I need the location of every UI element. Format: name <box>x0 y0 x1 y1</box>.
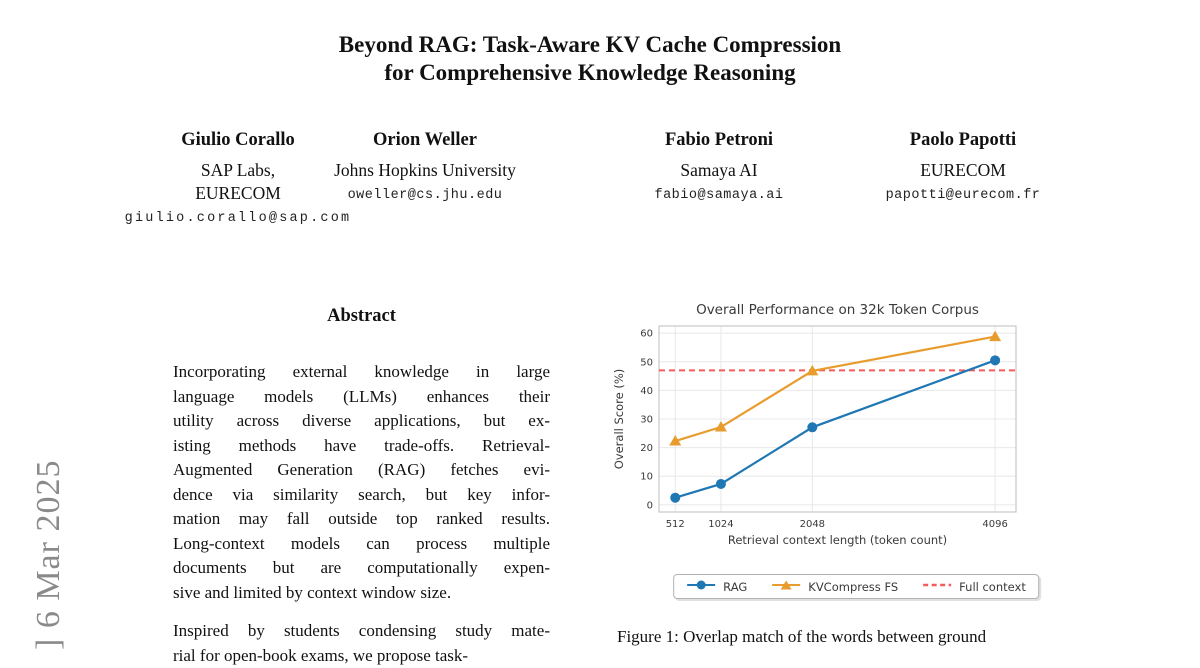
legend-item-kvcompress: KVCompress FS <box>771 579 898 594</box>
svg-text:Overall Score (%): Overall Score (%) <box>612 369 626 470</box>
affiliation-line: Samaya AI <box>654 159 783 182</box>
author-block-corallo: Giulio Corallo SAP Labs, EURECOM giulio.… <box>125 129 352 229</box>
figure-chart: 512 1024 2048 4096 0 10 20 30 40 50 60 Overall Perf… <box>610 297 1188 567</box>
legend-label: KVCompress FS <box>808 580 898 594</box>
author-affiliation: SAP Labs, EURECOM <box>125 159 352 205</box>
svg-text:60: 60 <box>640 329 653 340</box>
author-affiliation: Johns Hopkins University <box>334 159 516 182</box>
author-name: Fabio Petroni <box>654 129 783 151</box>
affiliation-line: Johns Hopkins University <box>334 159 516 182</box>
abstract-heading: Abstract <box>173 305 550 327</box>
chart-legend: RAG KVCompress FS Full context <box>673 574 1039 599</box>
dashed-line-marker-icon <box>922 579 952 594</box>
abstract-line: Incorporating external knowledge in larg… <box>173 360 550 385</box>
line-circle-marker-icon <box>686 579 716 594</box>
legend-item-rag: RAG <box>686 579 747 594</box>
svg-text:2048: 2048 <box>800 519 825 530</box>
author-block-papotti: Paolo Papotti EURECOM papotti@eurecom.fr <box>886 129 1041 206</box>
paper-title-line2: for Comprehensive Knowledge Reasoning <box>0 59 1180 87</box>
author-name: Orion Weller <box>334 129 516 151</box>
author-block-weller: Orion Weller Johns Hopkins University ow… <box>334 129 516 206</box>
author-affiliation: EURECOM <box>886 159 1041 182</box>
abstract-line: documents but are computationally expen- <box>173 556 550 581</box>
paper-title: Beyond RAG: Task-Aware KV Cache Compress… <box>0 31 1180 87</box>
svg-text:40: 40 <box>640 386 653 397</box>
author-email: papotti@eurecom.fr <box>886 186 1041 206</box>
abstract-line: rial for open-book exams, we propose tas… <box>173 644 550 668</box>
affiliation-line: EURECOM <box>125 182 352 205</box>
abstract-section: Abstract Incorporating external knowledg… <box>173 305 550 668</box>
svg-text:0: 0 <box>647 500 653 511</box>
author-name: Giulio Corallo <box>125 129 352 151</box>
line-triangle-marker-icon <box>771 579 801 594</box>
svg-text:512: 512 <box>666 519 685 530</box>
abstract-line: sive and limited by context window size. <box>173 581 550 606</box>
affiliation-line: SAP Labs, <box>125 159 352 182</box>
legend-label: RAG <box>723 580 747 594</box>
legend-item-full-context: Full context <box>922 579 1026 594</box>
author-email: giulio.corallo@sap.com <box>125 209 352 229</box>
svg-text:50: 50 <box>640 357 653 368</box>
abstract-line: mation may fall outside top ranked resul… <box>173 507 550 532</box>
author-affiliation: Samaya AI <box>654 159 783 182</box>
svg-text:20: 20 <box>640 443 653 454</box>
abstract-line: Augmented Generation (RAG) fetches evi- <box>173 458 550 483</box>
svg-text:4096: 4096 <box>982 519 1007 530</box>
abstract-line: utility across diverse applications, but… <box>173 409 550 434</box>
svg-text:30: 30 <box>640 415 653 426</box>
svg-text:Retrieval context length (toke: Retrieval context length (token count) <box>728 533 947 547</box>
author-name: Paolo Papotti <box>886 129 1041 151</box>
arxiv-date-stamp: ] 6 Mar 2025 <box>30 330 70 650</box>
abstract-line: isting methods have trade-offs. Retrieva… <box>173 434 550 459</box>
svg-text:10: 10 <box>640 472 653 483</box>
abstract-line: Long-context models can process multiple <box>173 532 550 557</box>
abstract-line: dence via similarity search, but key inf… <box>173 483 550 508</box>
figure-caption: Figure 1: Overlap match of the words bet… <box>617 626 1047 648</box>
abstract-line: Inspired by students condensing study ma… <box>173 619 550 644</box>
svg-text:Overall Performance on 32k Tok: Overall Performance on 32k Token Corpus <box>696 302 979 318</box>
author-email: oweller@cs.jhu.edu <box>334 186 516 206</box>
paper-title-line1: Beyond RAG: Task-Aware KV Cache Compress… <box>0 31 1180 59</box>
legend-label: Full context <box>959 580 1026 594</box>
author-email: fabio@samaya.ai <box>654 186 783 206</box>
affiliation-line: EURECOM <box>886 159 1041 182</box>
author-block-petroni: Fabio Petroni Samaya AI fabio@samaya.ai <box>654 129 783 206</box>
svg-text:1024: 1024 <box>708 519 733 530</box>
abstract-paragraph-2: Inspired by students condensing study ma… <box>173 619 550 668</box>
abstract-paragraph-1: Incorporating external knowledge in larg… <box>173 360 550 605</box>
abstract-line: language models (LLMs) enhances their <box>173 385 550 410</box>
paper-page: { "arxiv_stamp": { "text": "] 6 Mar 2025… <box>0 0 1200 648</box>
